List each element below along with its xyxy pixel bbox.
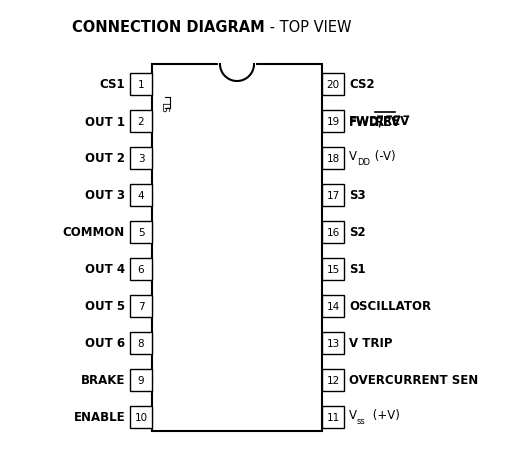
Bar (322, 111, 344, 133)
Text: OUT 5: OUT 5 (85, 300, 125, 313)
Bar (322, 295, 344, 318)
Text: 13: 13 (326, 338, 340, 348)
Text: FWD/: FWD/ (349, 115, 384, 128)
Text: CS2: CS2 (349, 78, 375, 91)
Text: (-V): (-V) (371, 150, 395, 163)
Bar (130, 332, 152, 354)
Text: 7: 7 (138, 301, 144, 311)
Bar (152, 65, 322, 431)
Text: LS: LS (160, 102, 169, 113)
Text: OUT 6: OUT 6 (85, 337, 125, 350)
Text: CONNECTION DIAGRAM: CONNECTION DIAGRAM (72, 20, 265, 36)
Text: BRAKE: BRAKE (81, 374, 125, 387)
Bar (322, 74, 344, 96)
Bar (130, 74, 152, 96)
Text: OSCILLATOR: OSCILLATOR (349, 300, 431, 313)
Text: 5: 5 (138, 227, 144, 238)
Bar (130, 111, 152, 133)
Text: COMMON: COMMON (63, 226, 125, 239)
Text: 1: 1 (138, 80, 144, 90)
Text: OVERCURRENT SEN: OVERCURRENT SEN (349, 374, 478, 387)
Text: 2: 2 (138, 117, 144, 127)
Text: OUT 1: OUT 1 (85, 115, 125, 128)
Bar (322, 406, 344, 428)
Text: - TOP VIEW: - TOP VIEW (265, 20, 351, 36)
Text: 15: 15 (326, 264, 340, 274)
Text: 11: 11 (326, 412, 340, 422)
Text: 9: 9 (138, 375, 144, 385)
Text: ENABLE: ENABLE (73, 410, 125, 423)
Text: 6: 6 (138, 264, 144, 274)
Bar (130, 369, 152, 391)
Bar (322, 258, 344, 281)
Text: 8: 8 (138, 338, 144, 348)
Text: ss: ss (357, 417, 366, 426)
Bar (322, 332, 344, 354)
Bar (130, 147, 152, 170)
Text: CS1: CS1 (100, 78, 125, 91)
Bar (130, 184, 152, 207)
Text: S1: S1 (349, 263, 366, 276)
Text: 17: 17 (326, 191, 340, 201)
Text: DD: DD (357, 158, 370, 167)
Text: V: V (349, 150, 357, 163)
Text: 12: 12 (326, 375, 340, 385)
Text: V TRIP: V TRIP (349, 337, 393, 350)
Text: 3: 3 (138, 154, 144, 164)
Bar (322, 147, 344, 170)
Text: 19: 19 (326, 117, 340, 127)
Text: V: V (349, 409, 357, 422)
Text: 16: 16 (326, 227, 340, 238)
Bar (322, 369, 344, 391)
Text: 4: 4 (138, 191, 144, 201)
Bar (130, 295, 152, 318)
Text: 18: 18 (326, 154, 340, 164)
Text: OUT 4: OUT 4 (85, 263, 125, 276)
Text: REV: REV (375, 115, 401, 128)
Text: 10: 10 (135, 412, 147, 422)
Bar (322, 221, 344, 244)
Bar (130, 258, 152, 281)
Bar (130, 221, 152, 244)
Text: 14: 14 (326, 301, 340, 311)
Text: S3: S3 (349, 189, 366, 202)
Text: S2: S2 (349, 226, 366, 239)
Text: OUT 2: OUT 2 (85, 152, 125, 165)
Bar (322, 184, 344, 207)
Text: 20: 20 (326, 80, 340, 90)
Text: (+V): (+V) (369, 409, 400, 422)
Polygon shape (220, 65, 254, 82)
Text: OUT 3: OUT 3 (85, 189, 125, 202)
Text: FWD/̅R̅E̅V̅: FWD/̅R̅E̅V̅ (349, 115, 410, 128)
Bar (130, 406, 152, 428)
